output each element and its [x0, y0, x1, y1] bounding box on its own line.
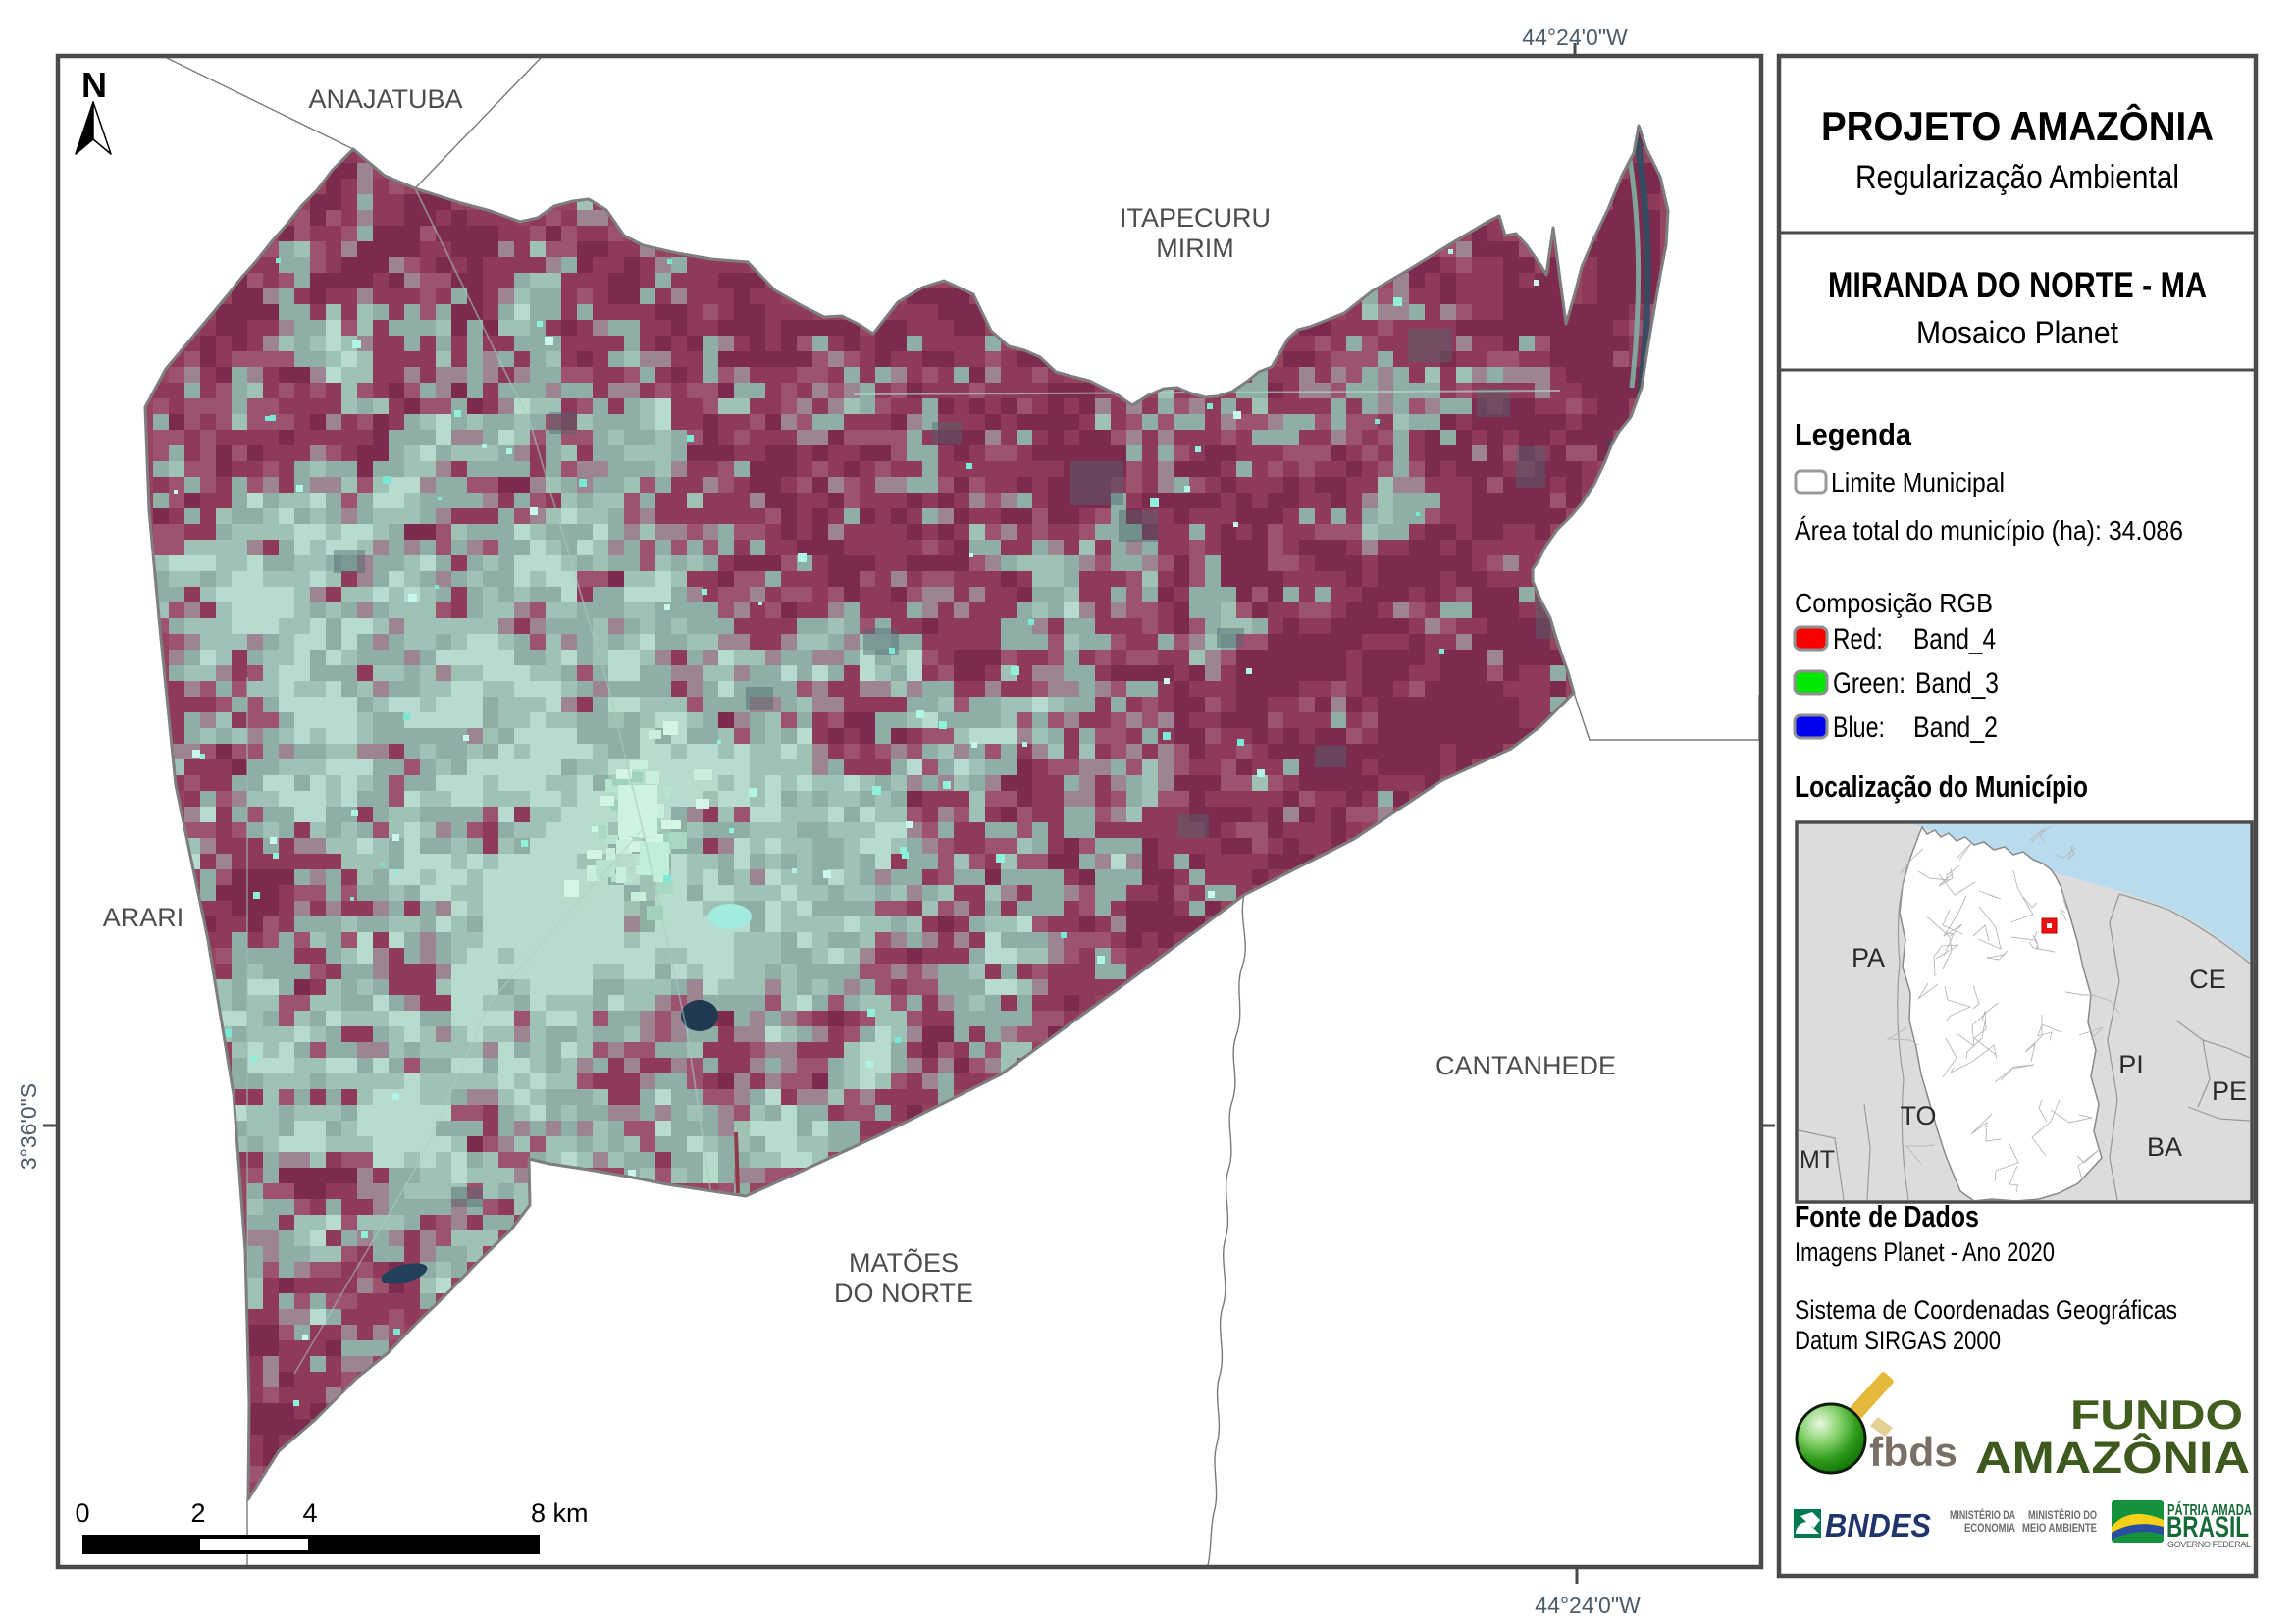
svg-text:ARARI: ARARI — [103, 903, 184, 932]
svg-text:N: N — [81, 65, 107, 105]
svg-text:4: 4 — [302, 1498, 317, 1528]
svg-text:Regularização Ambiental: Regularização Ambiental — [1855, 159, 2179, 196]
svg-text:Green:: Green: — [1833, 667, 1905, 700]
svg-text:AMAZÔNIA: AMAZÔNIA — [1975, 1433, 2250, 1483]
svg-text:44°24'0"W: 44°24'0"W — [1535, 1593, 1641, 1618]
svg-text:Band_3: Band_3 — [1915, 667, 1999, 700]
svg-text:BNDES: BNDES — [1825, 1507, 1931, 1544]
svg-text:CANTANHEDE: CANTANHEDE — [1435, 1051, 1616, 1080]
svg-text:2: 2 — [190, 1498, 205, 1528]
svg-text:Blue:: Blue: — [1833, 711, 1885, 744]
svg-text:MINISTÉRIO DO: MINISTÉRIO DO — [2028, 1509, 2097, 1522]
svg-text:MIRIM: MIRIM — [1156, 234, 1233, 263]
svg-text:8 km: 8 km — [531, 1498, 589, 1528]
svg-text:Localização do Município: Localização do Município — [1795, 769, 2088, 804]
svg-text:Band_2: Band_2 — [1913, 711, 1998, 744]
svg-text:MATÕES: MATÕES — [849, 1247, 959, 1278]
svg-text:MEIO AMBIENTE: MEIO AMBIENTE — [2022, 1523, 2097, 1535]
svg-text:Fonte de Dados: Fonte de Dados — [1795, 1199, 1979, 1233]
svg-text:TO: TO — [1900, 1101, 1936, 1130]
svg-text:Área total do município (ha):: Área total do município (ha): 34.086 — [1795, 515, 2183, 546]
svg-text:GOVERNO FEDERAL: GOVERNO FEDERAL — [2167, 1540, 2251, 1549]
svg-text:Composição RGB: Composição RGB — [1795, 588, 1993, 618]
svg-text:FUNDO: FUNDO — [2070, 1391, 2243, 1438]
svg-text:MT: MT — [1800, 1146, 1835, 1174]
svg-text:0: 0 — [75, 1498, 89, 1528]
svg-text:3°36'0"S: 3°36'0"S — [16, 1083, 41, 1170]
svg-text:BRASIL: BRASIL — [2166, 1511, 2249, 1544]
svg-text:MIRANDA DO NORTE - MA: MIRANDA DO NORTE - MA — [1828, 265, 2207, 305]
svg-text:Imagens Planet - Ano 2020: Imagens Planet - Ano 2020 — [1795, 1237, 2055, 1267]
svg-text:Band_4: Band_4 — [1913, 623, 1996, 655]
svg-text:ANAJATUBA: ANAJATUBA — [308, 84, 462, 114]
svg-text:CE: CE — [2189, 965, 2226, 994]
svg-text:PE: PE — [2212, 1076, 2247, 1106]
svg-text:Legenda: Legenda — [1795, 417, 1912, 451]
svg-text:BA: BA — [2147, 1132, 2182, 1162]
svg-text:Datum SIRGAS 2000: Datum SIRGAS 2000 — [1795, 1326, 2001, 1355]
svg-text:Mosaico Planet: Mosaico Planet — [1916, 315, 2118, 350]
svg-text:PI: PI — [2118, 1050, 2144, 1079]
svg-text:Limite Municipal: Limite Municipal — [1831, 467, 2005, 497]
svg-text:MINISTÉRIO DA: MINISTÉRIO DA — [1950, 1509, 2015, 1522]
svg-text:PROJETO AMAZÔNIA: PROJETO AMAZÔNIA — [1821, 102, 2214, 149]
svg-text:ECONOMIA: ECONOMIA — [1964, 1523, 2015, 1535]
svg-text:PA: PA — [1852, 943, 1885, 972]
svg-text:Sistema de Coordenadas Geográf: Sistema de Coordenadas Geográficas — [1795, 1295, 2177, 1325]
svg-text:Red:: Red: — [1833, 623, 1883, 655]
svg-text:DO NORTE: DO NORTE — [834, 1279, 973, 1308]
svg-text:ITAPECURU: ITAPECURU — [1120, 203, 1271, 233]
svg-text:fbds: fbds — [1869, 1429, 1957, 1475]
svg-text:PÁTRIA AMADA: PÁTRIA AMADA — [2167, 1500, 2252, 1519]
